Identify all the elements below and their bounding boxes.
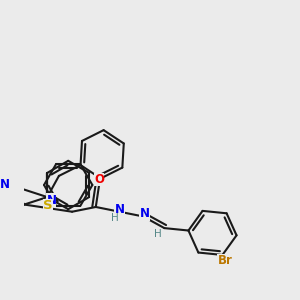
Text: Br: Br	[218, 254, 232, 267]
Text: O: O	[94, 173, 104, 186]
Text: N: N	[46, 194, 56, 207]
Text: S: S	[44, 199, 53, 212]
Text: N: N	[115, 203, 124, 216]
Text: N: N	[140, 207, 149, 220]
Text: N: N	[0, 178, 10, 191]
Text: H: H	[110, 213, 118, 223]
Text: H: H	[154, 229, 162, 239]
